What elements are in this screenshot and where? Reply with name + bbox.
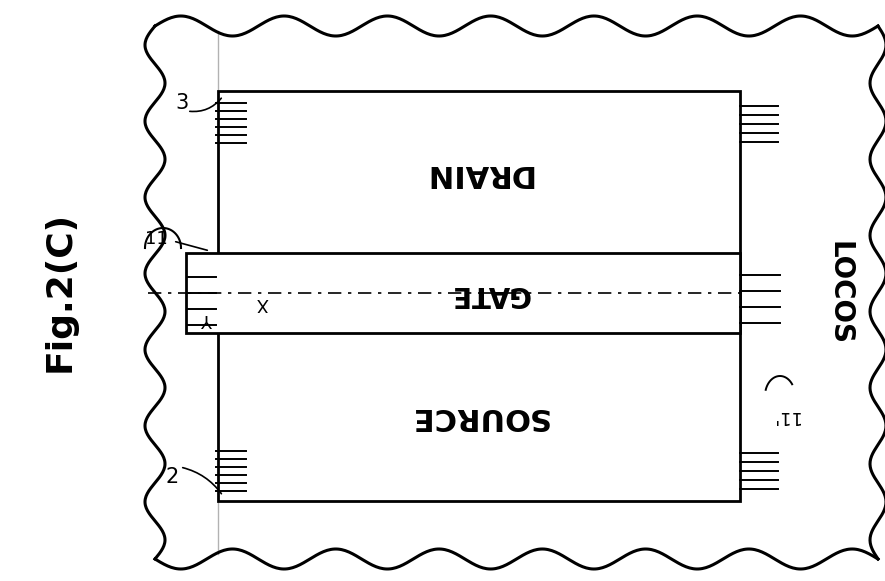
Text: DRAIN: DRAIN <box>423 159 533 188</box>
Text: Fig.2(C): Fig.2(C) <box>43 210 77 372</box>
Text: X: X <box>256 294 268 312</box>
Bar <box>186 253 740 333</box>
Text: 11': 11' <box>771 407 799 425</box>
Text: 2: 2 <box>165 467 179 487</box>
Text: 11: 11 <box>145 230 168 248</box>
Text: 3: 3 <box>175 93 189 113</box>
Text: SOURCE: SOURCE <box>409 403 548 432</box>
Bar <box>218 91 740 501</box>
Text: LOCOS: LOCOS <box>826 241 854 345</box>
Text: GATE: GATE <box>450 280 530 308</box>
Text: Y: Y <box>203 310 213 328</box>
